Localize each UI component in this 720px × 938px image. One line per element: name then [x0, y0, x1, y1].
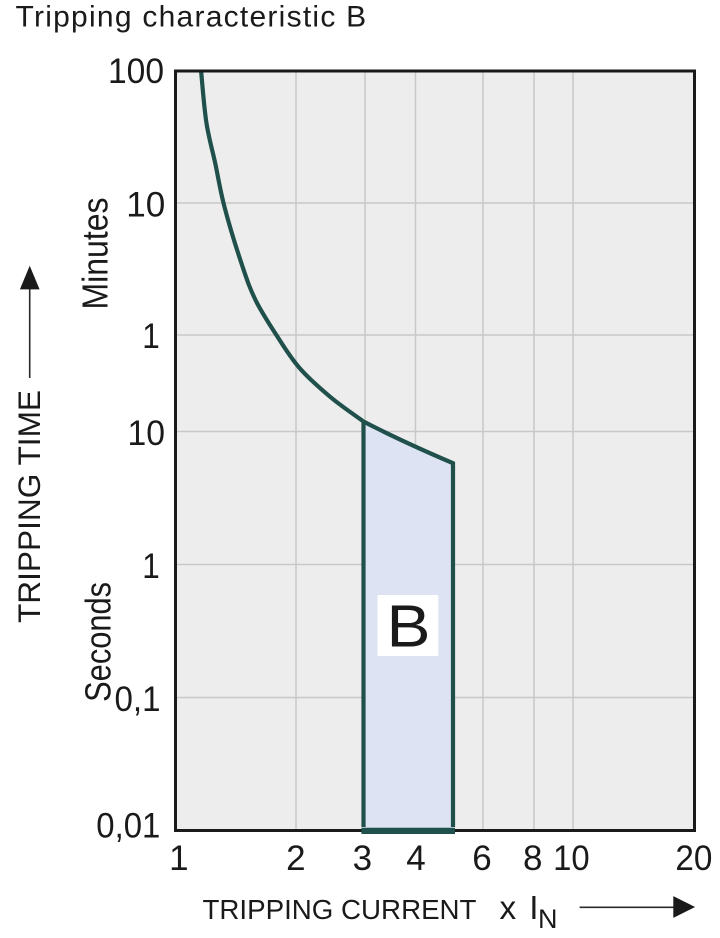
svg-text:I: I: [529, 890, 538, 927]
svg-text:1: 1: [142, 547, 160, 586]
svg-text:1: 1: [142, 317, 160, 356]
svg-text:TRIPPING TIME: TRIPPING TIME: [11, 390, 47, 623]
svg-text:10: 10: [128, 414, 166, 453]
svg-text:Seconds: Seconds: [78, 582, 119, 702]
svg-text:100: 100: [108, 52, 164, 91]
svg-text:20: 20: [675, 839, 712, 878]
svg-text:TRIPPING CURRENT: TRIPPING CURRENT: [203, 893, 477, 925]
svg-text:1: 1: [169, 839, 188, 878]
svg-text:x: x: [500, 890, 517, 927]
svg-text:4: 4: [406, 839, 425, 878]
svg-text:Tripping characteristic B: Tripping characteristic B: [16, 1, 368, 34]
svg-text:8: 8: [523, 839, 542, 878]
svg-text:0,01: 0,01: [96, 807, 160, 846]
svg-text:B: B: [387, 592, 431, 659]
svg-text:6: 6: [472, 839, 491, 878]
svg-text:2: 2: [286, 839, 305, 878]
svg-text:10: 10: [553, 839, 590, 878]
svg-text:3: 3: [353, 839, 372, 878]
svg-text:10: 10: [126, 186, 165, 225]
svg-text:0,1: 0,1: [115, 680, 161, 719]
svg-text:N: N: [538, 904, 558, 934]
svg-text:Minutes: Minutes: [75, 198, 116, 310]
